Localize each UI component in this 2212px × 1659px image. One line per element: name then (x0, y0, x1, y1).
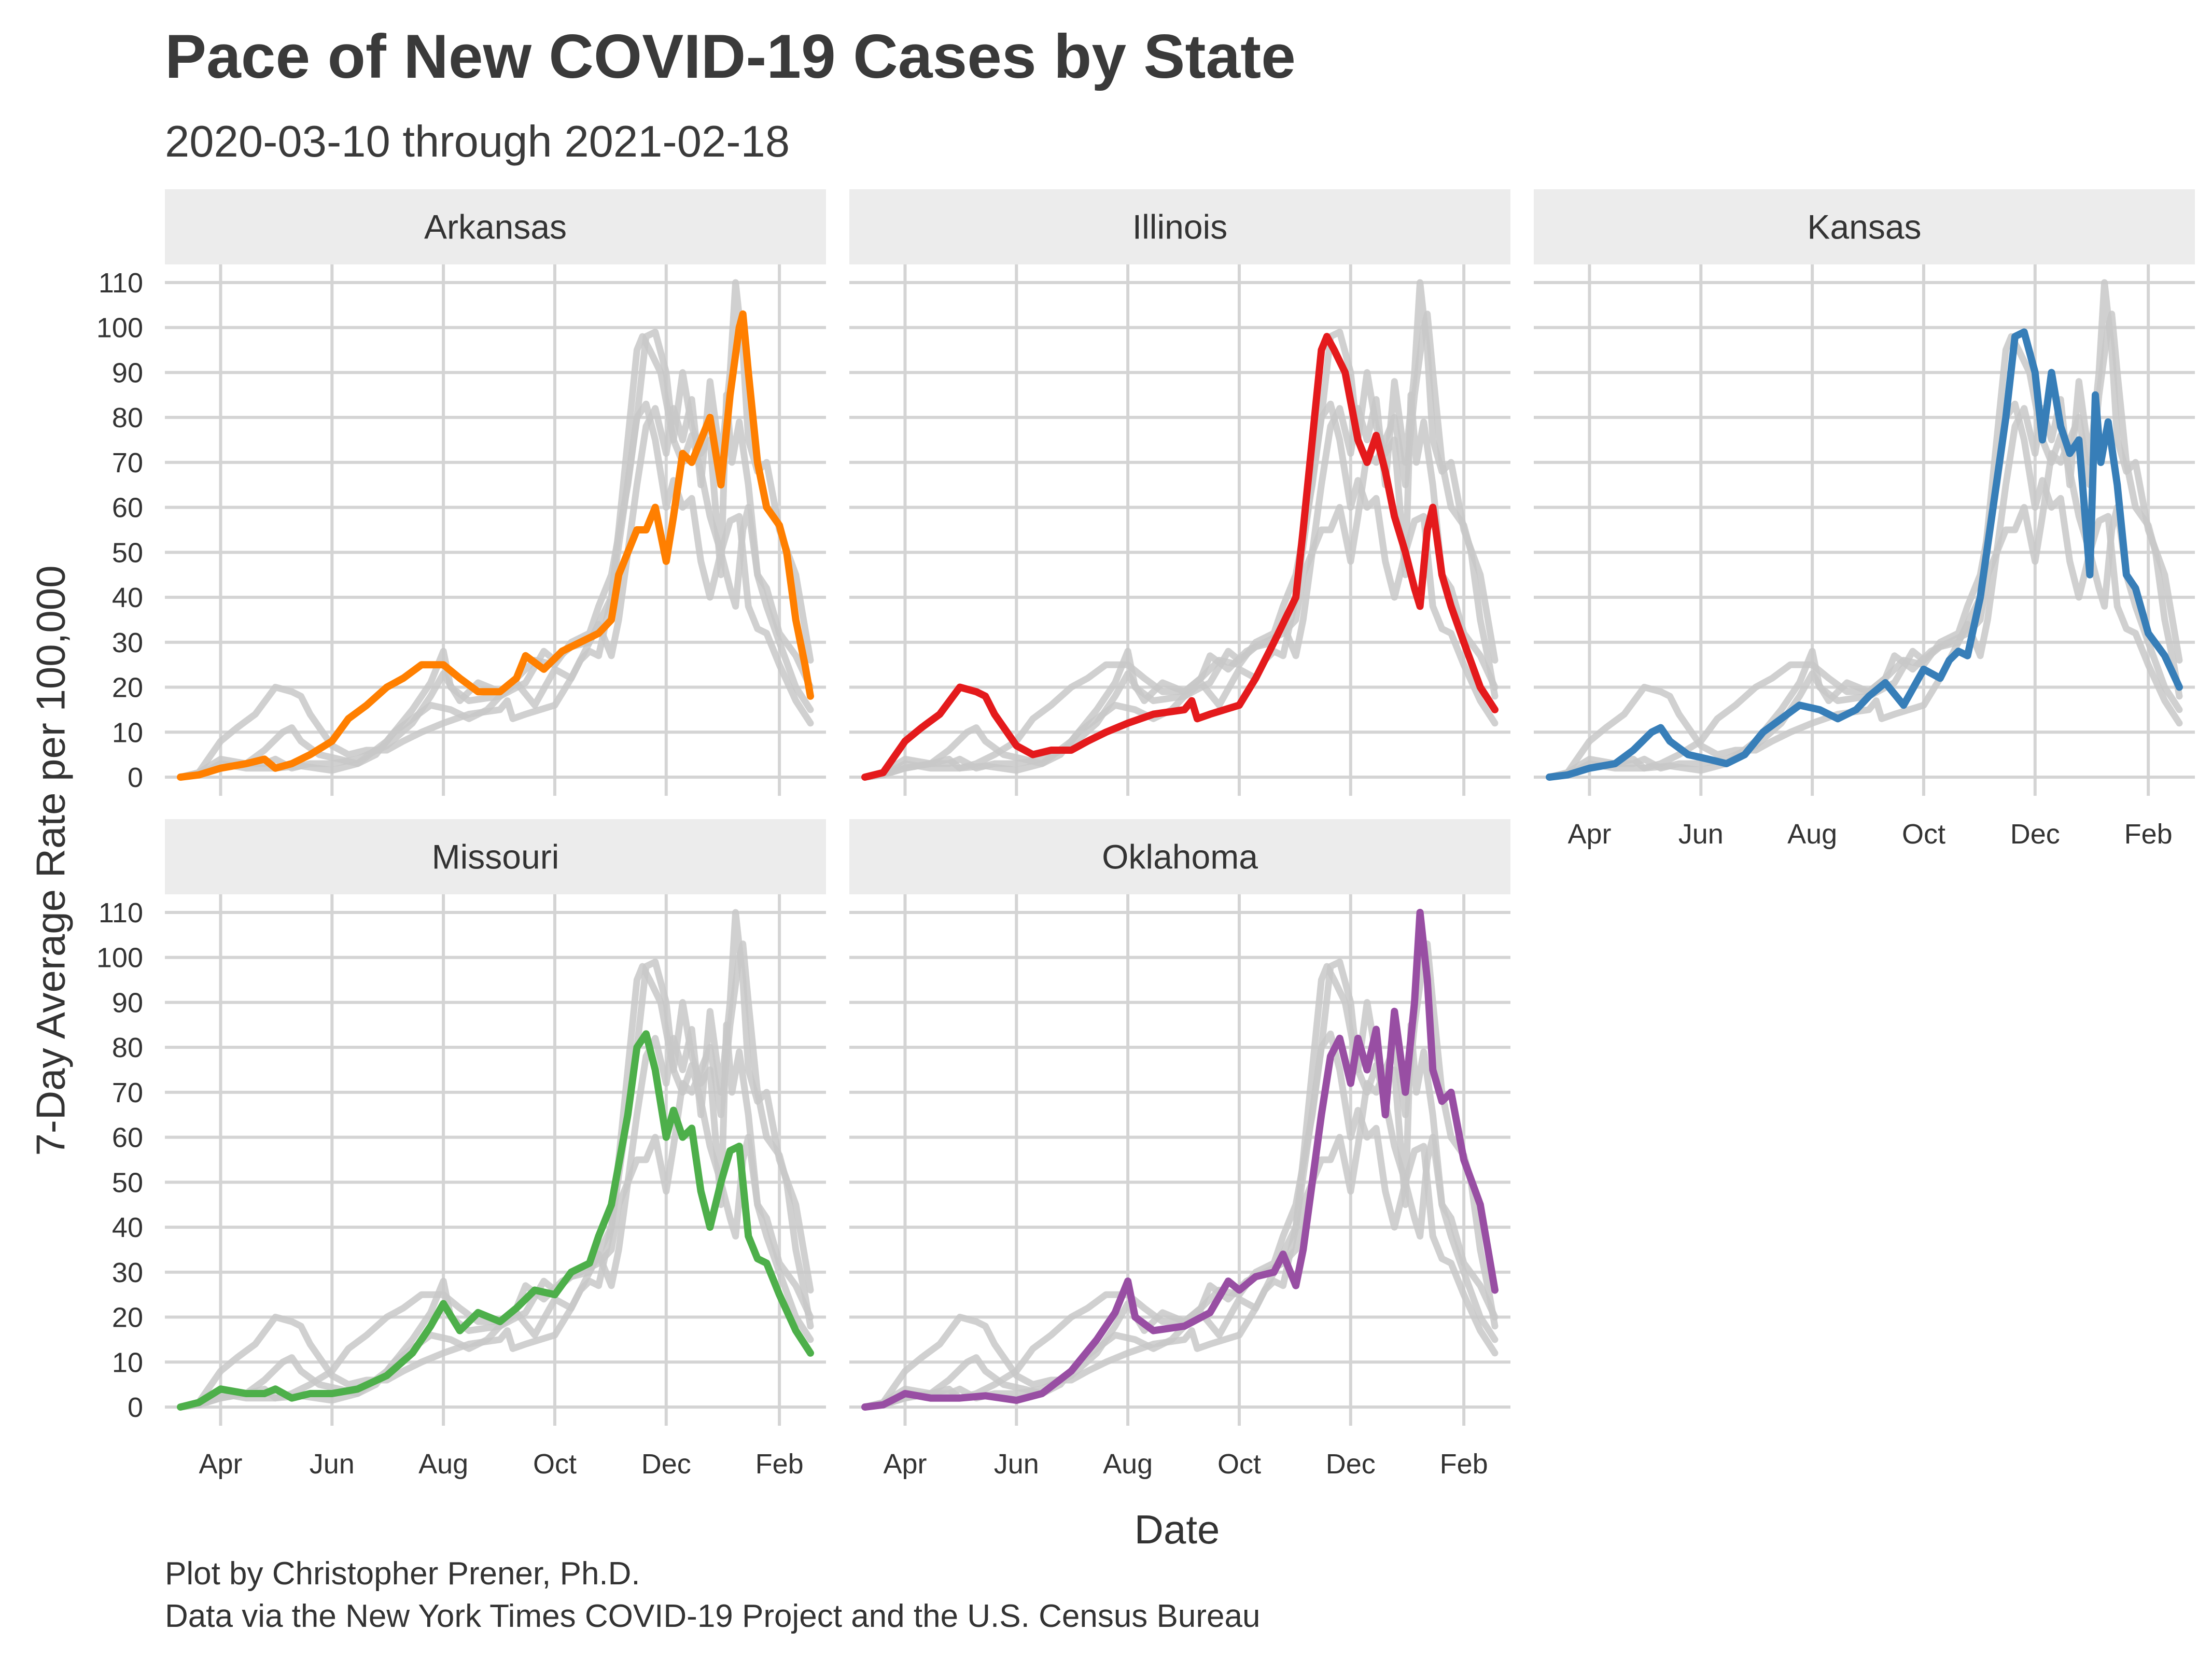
y-axis-label: 7-Day Average Rate per 100,000 (27, 565, 74, 1156)
y-tick-label: 30 (112, 1257, 143, 1288)
x-tick-label: Jun (310, 1449, 355, 1480)
x-tick-label: Aug (1787, 819, 1837, 850)
strip-label-arkansas: Arkansas (424, 208, 567, 246)
background-line-missouri (177, 400, 814, 781)
panel-missouri: Missouri 0 10 20 30 40 50 60 70 80 90 100 110 Apr Jun A… (96, 819, 826, 1480)
x-tick-label: Feb (2124, 819, 2173, 850)
x-tick-label: Apr (1567, 819, 1611, 850)
x-tick-label: Oct (1902, 819, 1945, 850)
strip-label-illinois: Illinois (1132, 208, 1227, 246)
strip-oklahoma (849, 819, 1510, 894)
x-tick-label: Feb (755, 1449, 804, 1480)
chart-caption: Plot by Christopher Prener, Ph.D. Data v… (165, 1553, 1260, 1638)
y-tick-label: 110 (99, 897, 143, 929)
strip-missouri (165, 819, 826, 894)
y-tick-label: 10 (112, 1347, 143, 1378)
y-tick-label: 70 (112, 1077, 143, 1108)
x-tick-label: Apr (883, 1449, 927, 1480)
panel-arkansas: Arkansas 0 10 20 30 40 50 60 70 80 90 100 110 (96, 189, 826, 796)
x-tick-label: Apr (199, 1449, 242, 1480)
y-tick-label: 110 (99, 268, 143, 299)
caption-author: Plot by Christopher Prener, Ph.D. (165, 1556, 640, 1592)
y-tick-label: 50 (112, 1167, 143, 1198)
y-tick-label: 0 (128, 762, 143, 793)
series-line-kansas (1546, 328, 2183, 781)
background-line-oklahoma (861, 279, 1499, 781)
panel-oklahoma: Oklahoma Apr Jun Aug Oct Dec Feb (849, 819, 1510, 1480)
y-tick-label: 10 (112, 717, 143, 748)
x-tick-label: Oct (1217, 1449, 1261, 1480)
y-tick-label: 60 (112, 1122, 143, 1154)
chart-subtitle: 2020-03-10 through 2021-02-18 (165, 117, 790, 166)
x-tick-label: Jun (1678, 819, 1724, 850)
x-tick-label: Dec (641, 1449, 691, 1480)
strip-label-kansas: Kansas (1807, 208, 1921, 246)
series-line-oklahoma (861, 909, 1499, 1411)
caption-source: Data via the New York Times COVID-19 Pro… (165, 1598, 1261, 1634)
background-line-missouri (1546, 400, 2183, 781)
x-tick-label: Oct (533, 1449, 577, 1480)
y-tick-label: 40 (112, 1212, 143, 1243)
y-tick-label: 40 (112, 582, 143, 613)
background-line-missouri (861, 400, 1499, 781)
y-tick-label: 70 (112, 447, 143, 479)
strip-label-missouri: Missouri (432, 838, 559, 876)
y-tick-label: 90 (112, 987, 143, 1018)
y-tick-label: 100 (96, 313, 143, 344)
chart-title: Pace of New COVID-19 Cases by State (165, 22, 1296, 91)
y-tick-label: 50 (112, 537, 143, 568)
y-tick-label: 60 (112, 493, 143, 524)
y-tick-label: 20 (112, 1302, 143, 1333)
strip-illinois (849, 189, 1510, 264)
y-tick-label: 30 (112, 627, 143, 658)
panel-kansas: Kansas Apr Jun Aug Oct Dec Feb (1534, 189, 2195, 850)
x-tick-label: Dec (1326, 1449, 1376, 1480)
series-line-arkansas (177, 310, 814, 781)
series-line-illinois (861, 333, 1499, 781)
y-tick-label: 100 (96, 943, 143, 974)
x-axis-label: Date (1134, 1507, 1220, 1552)
y-tick-label: 80 (112, 402, 143, 433)
background-line-oklahoma (177, 279, 814, 781)
panel-illinois: Illinois (849, 189, 1510, 796)
y-tick-label: 0 (128, 1392, 143, 1423)
x-tick-label: Feb (1440, 1449, 1488, 1480)
series-line-missouri (177, 1030, 814, 1411)
background-line-oklahoma (177, 909, 814, 1411)
x-tick-label: Aug (418, 1449, 468, 1480)
y-tick-label: 20 (112, 672, 143, 704)
y-tick-label: 80 (112, 1032, 143, 1063)
x-tick-label: Aug (1103, 1449, 1153, 1480)
strip-arkansas (165, 189, 826, 264)
x-tick-label: Dec (2010, 819, 2060, 850)
strip-kansas (1534, 189, 2195, 264)
x-tick-label: Jun (994, 1449, 1039, 1480)
y-tick-label: 90 (112, 357, 143, 388)
strip-label-oklahoma: Oklahoma (1102, 838, 1258, 876)
